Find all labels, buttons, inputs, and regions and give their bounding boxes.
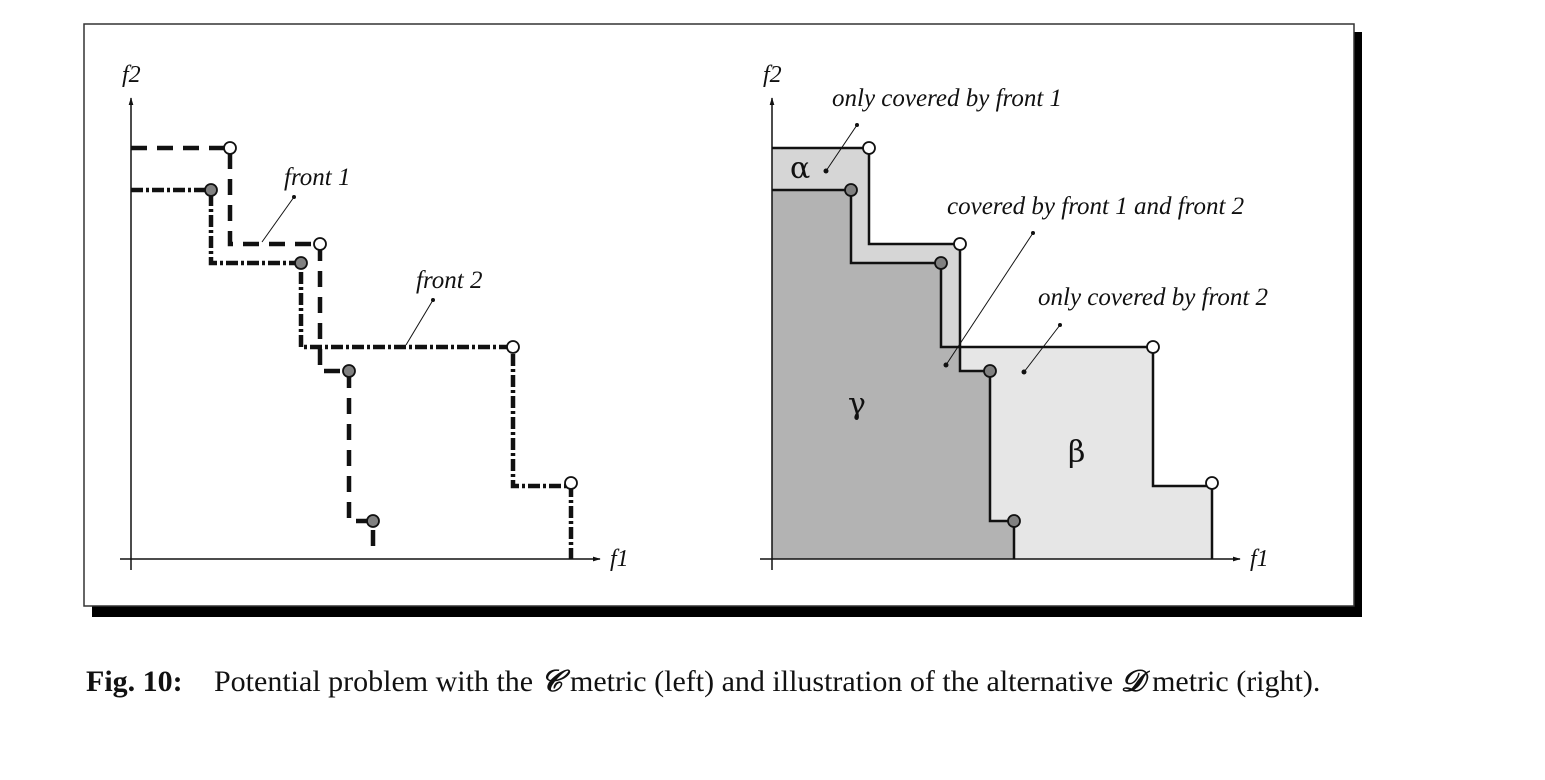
label-both-fronts: covered by front 1 and front 2	[947, 193, 1244, 220]
left-front2-point	[506, 340, 520, 354]
caption-text-part2: metric (left) and illustration of the al…	[562, 665, 1121, 698]
leader-only-front2-dot-top	[1058, 323, 1062, 327]
right-front2-point	[934, 256, 948, 270]
left-axis-y-label: f2	[122, 62, 141, 88]
figure-canvas: f1 f2 front 1 front 2	[83, 23, 1362, 617]
left-front2-label: front 2	[416, 267, 482, 294]
right-front1-line	[772, 146, 1016, 559]
left-front1-leader-dot	[292, 195, 296, 199]
figure-caption: Fig. 10: Potential problem with the 𝒞 me…	[86, 660, 1361, 704]
right-axis-y-label: f2	[763, 62, 782, 88]
leader-both-fronts	[945, 232, 1034, 366]
left-front2-point	[294, 256, 308, 270]
right-front1-point	[953, 237, 967, 251]
left-front2-point	[564, 476, 578, 490]
right-front1-point	[1007, 514, 1021, 528]
right-front2-point	[1146, 340, 1160, 354]
left-front1-leader	[261, 196, 295, 243]
left-front2-leader-dot	[431, 298, 435, 302]
left-front2-line	[131, 187, 574, 559]
left-front1-line	[131, 145, 376, 548]
leader-both-fronts-dot-bottom	[943, 362, 949, 368]
leader-both-fronts-dot-top	[1031, 231, 1035, 235]
label-only-front1: only covered by front 1	[832, 85, 1062, 112]
region-gamma-fill	[772, 190, 1014, 559]
leader-only-front1	[825, 124, 858, 172]
label-only-front2: only covered by front 2	[1038, 284, 1268, 311]
left-front2-point	[204, 183, 218, 197]
region-alpha-label: α	[790, 151, 810, 186]
caption-symbol-d: 𝒟	[1120, 664, 1145, 699]
left-front1-point	[313, 237, 327, 251]
left-front1-point	[223, 141, 237, 155]
caption-text-part3: metric (right).	[1144, 665, 1321, 698]
right-front2-line	[772, 188, 1214, 559]
right-axis-x-label: f1	[1250, 546, 1269, 572]
right-front2-point	[844, 183, 858, 197]
caption-label: Fig. 10:	[86, 665, 183, 698]
left-panel: f1 f2 front 1 front 2	[120, 62, 629, 572]
leader-only-front1-dot-top	[855, 123, 859, 127]
right-front2-point	[1205, 476, 1219, 490]
leader-only-front2	[1023, 324, 1061, 373]
left-front1-point	[366, 514, 380, 528]
right-front1-point	[862, 141, 876, 155]
right-panel: f1 f2 α γ β only covered by front 1 cove…	[760, 62, 1269, 572]
leader-only-front2-dot-bottom	[1021, 369, 1027, 375]
region-gamma-label: γ	[848, 387, 866, 422]
left-front1-label: front 1	[284, 164, 350, 191]
left-front2-leader	[405, 299, 434, 346]
leader-only-front1-dot-bottom	[823, 168, 829, 174]
region-beta-label: β	[1068, 435, 1085, 470]
caption-text-part1: Potential problem with the	[214, 665, 541, 698]
left-front1-point	[342, 364, 356, 378]
left-axis-x-label: f1	[610, 546, 629, 572]
right-front1-point	[983, 364, 997, 378]
caption-symbol-c: 𝒞	[540, 664, 563, 699]
caption-text: Potential problem with the 𝒞 metric (lef…	[214, 660, 1361, 704]
